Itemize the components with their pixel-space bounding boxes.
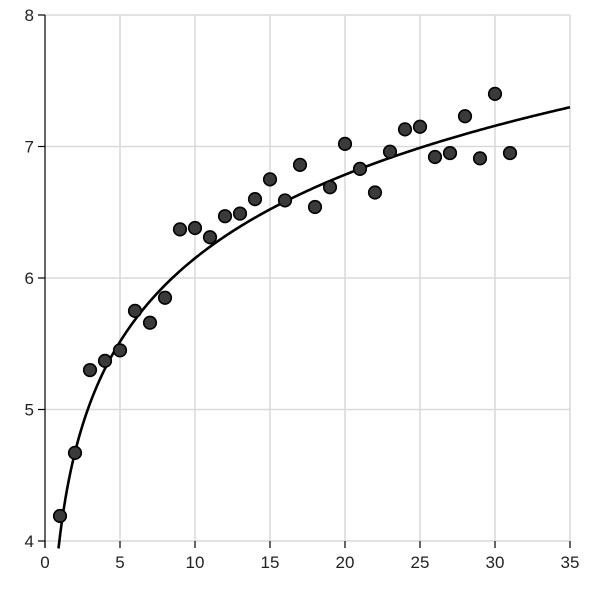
data-point xyxy=(52,508,68,524)
y-tick-label: 6 xyxy=(25,269,34,288)
data-point xyxy=(127,303,143,318)
data-point xyxy=(172,222,188,237)
axes xyxy=(38,14,571,548)
grid xyxy=(45,14,571,542)
fit-curve-line xyxy=(57,105,571,549)
data-point xyxy=(487,86,503,101)
data-point xyxy=(307,199,323,215)
data-point xyxy=(412,119,428,134)
data-point xyxy=(397,122,413,137)
x-tick-label: 0 xyxy=(40,553,49,572)
x-tick-label: 35 xyxy=(561,553,580,572)
data-point xyxy=(322,180,338,195)
data-point xyxy=(187,220,203,236)
data-point xyxy=(157,290,173,305)
x-tick-label: 30 xyxy=(486,553,505,572)
data-point xyxy=(472,151,488,166)
data-points xyxy=(52,86,518,524)
data-point xyxy=(292,157,308,173)
data-point xyxy=(262,172,278,187)
data-point xyxy=(457,109,473,124)
x-tick-label: 25 xyxy=(411,553,430,572)
data-point xyxy=(247,192,263,207)
y-tick-label: 5 xyxy=(25,401,34,420)
tick-labels: 0 5 10 15 20 25 30 35 4 5 6 7 8 xyxy=(25,6,580,572)
data-point xyxy=(337,136,353,151)
data-point xyxy=(442,145,458,161)
data-point xyxy=(382,144,398,159)
data-point xyxy=(427,149,443,165)
x-tick-label: 10 xyxy=(186,553,205,572)
y-tick-label: 8 xyxy=(25,6,34,25)
y-tick-label: 7 xyxy=(25,138,34,157)
data-point xyxy=(502,145,518,161)
data-point xyxy=(97,353,113,368)
x-tick-label: 15 xyxy=(261,553,280,572)
x-tick-label: 20 xyxy=(336,553,355,572)
data-point xyxy=(82,362,98,378)
data-point xyxy=(142,315,158,330)
data-point xyxy=(277,193,293,208)
data-point xyxy=(112,343,128,358)
data-point xyxy=(202,230,218,245)
data-point xyxy=(352,161,368,176)
fit-curve-layer xyxy=(57,105,571,549)
data-point xyxy=(217,209,233,224)
data-point xyxy=(67,445,83,460)
y-tick-label: 4 xyxy=(25,532,34,551)
data-point xyxy=(367,185,383,200)
x-tick-label: 5 xyxy=(115,553,124,572)
data-point xyxy=(232,206,248,221)
